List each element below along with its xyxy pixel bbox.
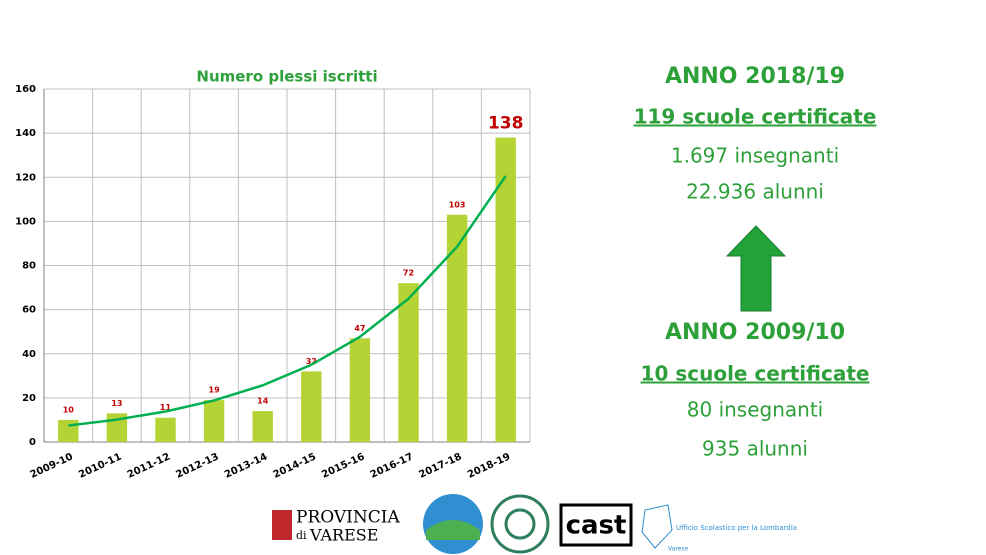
x-tick-label: 2011-12 xyxy=(126,451,172,480)
bar xyxy=(349,338,371,442)
logo-cast: cast xyxy=(566,511,627,541)
logo-varese: VARESE xyxy=(309,526,378,545)
data-label: 10 xyxy=(63,405,75,414)
x-tick-label: 2017-18 xyxy=(417,451,463,480)
logo-di: di xyxy=(296,529,307,542)
arrow-up xyxy=(725,225,787,312)
y-tick-label: 40 xyxy=(22,349,36,360)
y-tick-label: 20 xyxy=(22,393,36,404)
past-heading: ANNO 2009/10 xyxy=(665,320,845,345)
y-tick-label: 60 xyxy=(22,305,36,316)
bar xyxy=(252,411,273,442)
x-tick-label: 2012-13 xyxy=(174,451,220,480)
bar xyxy=(398,283,419,442)
x-tick-label: 2018-19 xyxy=(466,451,512,480)
data-label: 47 xyxy=(354,324,365,333)
trendline xyxy=(68,175,507,427)
y-tick-label: 0 xyxy=(29,437,36,448)
past-students: 935 alunni xyxy=(702,437,808,461)
current-heading: ANNO 2018/19 xyxy=(665,64,845,89)
data-label: 11 xyxy=(160,403,172,412)
logo-university-inner xyxy=(504,508,536,540)
data-label: 32 xyxy=(306,357,317,366)
logo-agenda21-land xyxy=(426,520,480,540)
x-tick-label: 2010-11 xyxy=(77,451,123,480)
bar xyxy=(301,371,322,442)
x-tick-label: 2013-14 xyxy=(223,451,269,480)
chart-title: Numero plessi iscritti xyxy=(196,68,377,86)
y-tick-label: 140 xyxy=(15,128,36,139)
x-tick-label: 2009-10 xyxy=(29,451,75,480)
current-teachers: 1.697 insegnanti xyxy=(671,144,839,168)
logos: PROVINCIA di VARESE cast Ufficio Scolast… xyxy=(272,494,797,554)
x-tick-label: 2016-17 xyxy=(369,451,415,480)
logo-lombardia-map xyxy=(641,504,673,549)
data-label: 72 xyxy=(403,269,414,278)
past-schools: 10 scuole certificate xyxy=(641,362,870,386)
y-tick-label: 80 xyxy=(22,261,36,272)
x-tick-label: 2015-16 xyxy=(320,451,366,480)
x-tick-label: 2014-15 xyxy=(272,451,318,480)
bar xyxy=(155,417,176,442)
bar xyxy=(446,214,468,442)
y-tick-label: 100 xyxy=(15,216,36,227)
logo-crest xyxy=(272,510,292,540)
data-label: 13 xyxy=(111,399,122,408)
data-label: 14 xyxy=(257,397,269,406)
bar xyxy=(58,419,79,442)
data-label: 103 xyxy=(449,200,466,209)
logo-university xyxy=(490,494,550,554)
y-tick-label: 160 xyxy=(15,84,36,95)
data-label: 19 xyxy=(209,386,221,395)
current-schools: 119 scuole certificate xyxy=(634,105,877,129)
bar xyxy=(203,400,225,442)
logo-provincia: PROVINCIA xyxy=(296,508,400,528)
bar xyxy=(495,137,516,442)
logo-ufficio: Ufficio Scolastico per la Lombardia xyxy=(676,524,797,532)
y-tick-label: 120 xyxy=(15,172,36,183)
current-students: 22.936 alunni xyxy=(686,180,824,204)
logo-ufficio-city: Varese xyxy=(668,546,688,553)
data-label: 138 xyxy=(488,114,524,134)
past-teachers: 80 insegnanti xyxy=(687,398,823,422)
logo-cast-box xyxy=(559,503,633,547)
